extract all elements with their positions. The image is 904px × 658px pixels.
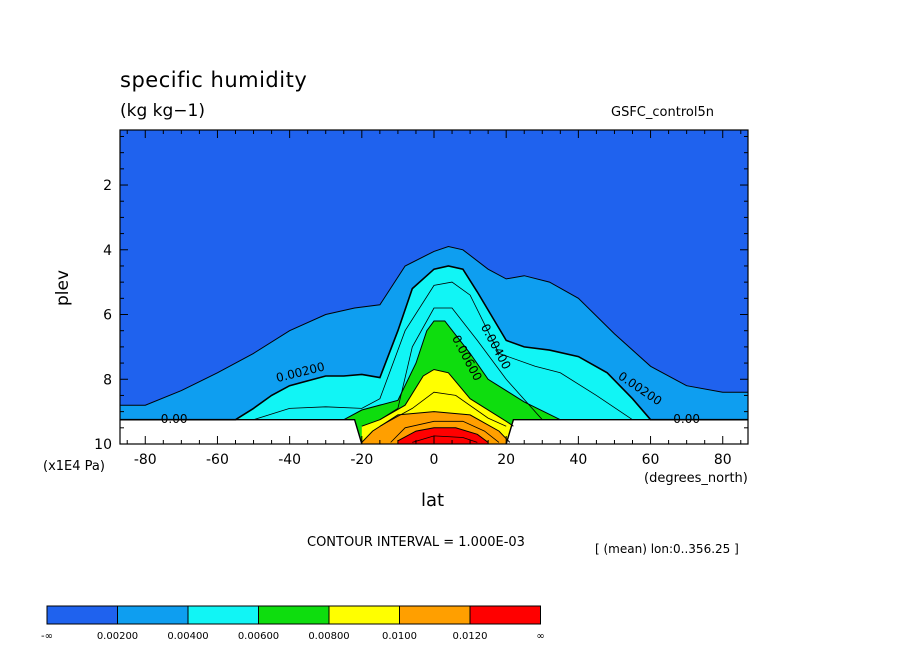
contour-line-6 — [397, 427, 489, 443]
contour-label: 0.00 — [161, 412, 188, 426]
contour-line-minor-3 — [379, 391, 507, 427]
x-tick-label: 80 — [714, 452, 732, 468]
contour-line-minor-2 — [379, 307, 543, 421]
colorbar-label: -∞ — [41, 631, 53, 642]
colorbar-swatch — [46, 605, 118, 625]
contour-line-5 — [361, 411, 511, 443]
colorbar-swatch — [328, 605, 400, 625]
y-tick-label: 8 — [103, 372, 112, 388]
x-tick-label: 0 — [430, 452, 439, 468]
colorbar-label: 0.00400 — [167, 631, 208, 642]
contour-interval-text: CONTOUR INTERVAL = 1.000E-03 — [307, 535, 525, 550]
chart-title: specific humidity — [120, 68, 308, 92]
contour-label: 0.00 — [673, 412, 700, 426]
contour-line-2 — [120, 265, 748, 421]
contour-line-3 — [343, 320, 561, 421]
contour-fill-group — [120, 130, 748, 444]
y-tick-label: 4 — [103, 243, 112, 259]
contour-line-minor-5 — [412, 435, 478, 443]
dataset-name: GSFC_control5n — [611, 105, 714, 120]
x-tick-label: 60 — [642, 452, 660, 468]
contour-line-minor-4 — [390, 420, 500, 443]
colorbar-label: 0.0100 — [382, 631, 417, 642]
y-axis-label: plev — [53, 269, 73, 306]
colorbar-label: 0.00800 — [308, 631, 349, 642]
colorbar-swatch — [187, 605, 259, 625]
x-axis-units: (degrees_north) — [644, 471, 748, 486]
mean-info-text: [ (mean) lon:0..356.25 ] — [595, 542, 739, 556]
x-tick-label: -60 — [206, 452, 229, 468]
y-tick-label: 10 — [94, 437, 112, 453]
colorbar-swatch — [117, 605, 189, 625]
colorbar-label: 0.00600 — [238, 631, 279, 642]
colorbar-swatch — [399, 605, 471, 625]
contour-line-minor-1 — [253, 281, 633, 421]
colorbar-label: 0.00200 — [97, 631, 138, 642]
colorbar-label: ∞ — [536, 631, 544, 642]
no-data-region — [120, 419, 748, 444]
y-tick-label: 6 — [103, 308, 112, 324]
contour-line-1 — [120, 245, 748, 406]
colorbar-label: 0.0120 — [453, 631, 488, 642]
y-tick-label: 2 — [103, 178, 112, 194]
x-tick-label: 40 — [569, 452, 587, 468]
x-tick-label: 20 — [497, 452, 515, 468]
x-tick-label: -40 — [278, 452, 301, 468]
y-axis-units: (x1E4 Pa) — [43, 459, 105, 474]
zero-contour-line — [120, 419, 748, 444]
colorbar-swatch — [258, 605, 330, 625]
x-tick-label: -80 — [134, 452, 157, 468]
x-axis-label: lat — [421, 490, 445, 511]
x-tick-label: -20 — [350, 452, 373, 468]
colorbar-swatch — [469, 605, 541, 625]
chart-units: (kg kg−1) — [120, 101, 205, 121]
